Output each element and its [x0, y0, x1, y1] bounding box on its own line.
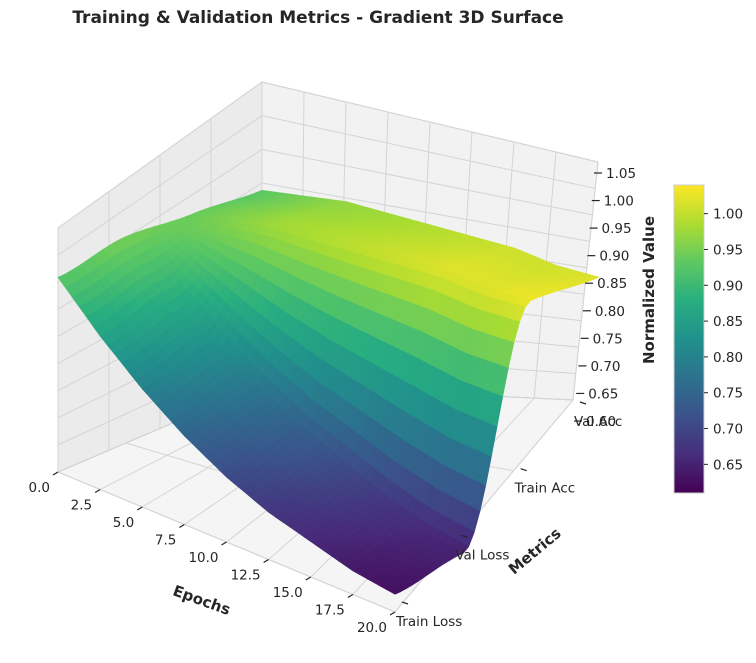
x-tick-mark — [347, 593, 354, 599]
colorbar-tick-label: 0.75 — [713, 386, 743, 402]
z-tick-label: 0.65 — [588, 386, 618, 402]
x-tick-mark — [136, 506, 143, 511]
z-tick-label: 1.05 — [606, 166, 636, 182]
y-tick-mark — [461, 534, 468, 538]
colorbar-tick-label: 0.85 — [713, 314, 743, 330]
y-tick-mark — [579, 401, 587, 405]
colorbar-tick-label: 0.70 — [713, 422, 743, 438]
z-axis-ticks: 0.60 0.65 0.70 0.75 0.80 0.85 0.90 0.95 1.00 1.05 — [574, 166, 636, 430]
z-tick-label: 0.80 — [595, 304, 625, 320]
x-tick-label: 15.0 — [273, 585, 303, 601]
z-tick-label: 0.95 — [602, 221, 632, 237]
y-tick-label: Val Loss — [455, 547, 509, 563]
y-tick-label: Val Acc — [574, 414, 622, 430]
z-tick-label: 0.85 — [597, 276, 627, 292]
x-tick-label: 20.0 — [357, 620, 387, 636]
colorbar — [673, 184, 705, 494]
z-tick-label: 0.70 — [590, 359, 620, 375]
x-tick-label: 5.0 — [113, 515, 134, 531]
y-axis-label: Metrics — [505, 524, 565, 578]
x-tick-mark — [389, 611, 396, 616]
x-tick-mark — [305, 576, 312, 581]
x-tick-mark — [94, 488, 101, 494]
colorbar-tick-label: 0.65 — [713, 457, 743, 473]
x-axis-label: Epochs — [171, 582, 233, 619]
z-tick-label: 0.60 — [586, 414, 616, 430]
x-tick-label: 10.0 — [188, 550, 218, 566]
surface-mesh — [57, 189, 600, 595]
colorbar-gradient — [673, 184, 705, 494]
z-axis-label: Normalized Value — [640, 216, 658, 364]
colorbar-ticks: 0.65 0.70 0.75 0.80 0.85 0.90 0.95 1.00 — [704, 207, 743, 473]
x-axis-ticks: 0.0 2.5 5.0 7.5 10.0 12.5 15.0 17.5 20.0 — [29, 471, 396, 636]
x-tick-label: 17.5 — [315, 603, 345, 619]
x-tick-mark — [52, 471, 59, 476]
x-tick-mark — [179, 523, 185, 529]
surface-facet — [387, 587, 402, 595]
z-tick-label: 0.75 — [593, 331, 623, 347]
x-tick-label: 0.0 — [29, 480, 50, 496]
x-tick-label: 2.5 — [71, 498, 92, 514]
colorbar-tick-label: 0.80 — [713, 350, 743, 366]
x-tick-label: 12.5 — [231, 568, 261, 584]
colorbar-tick-label: 0.90 — [713, 278, 743, 294]
colorbar-tick-label: 0.95 — [713, 242, 743, 258]
x-tick-mark — [221, 541, 227, 546]
x-tick-mark — [263, 558, 269, 564]
x-tick-label: 7.5 — [155, 533, 176, 549]
colorbar-tick-label: 1.00 — [713, 207, 743, 223]
y-axis-ticks: Train Loss Val Loss Train Acc Val Acc — [395, 401, 622, 630]
z-tick-label: 1.00 — [604, 194, 634, 210]
y-tick-mark — [401, 601, 409, 605]
y-tick-label: Train Loss — [395, 614, 462, 630]
chart-title: Training & Validation Metrics - Gradient… — [72, 8, 563, 28]
y-tick-label: Train Acc — [514, 481, 576, 497]
z-tick-label: 0.90 — [599, 249, 629, 265]
y-tick-mark — [520, 468, 527, 472]
